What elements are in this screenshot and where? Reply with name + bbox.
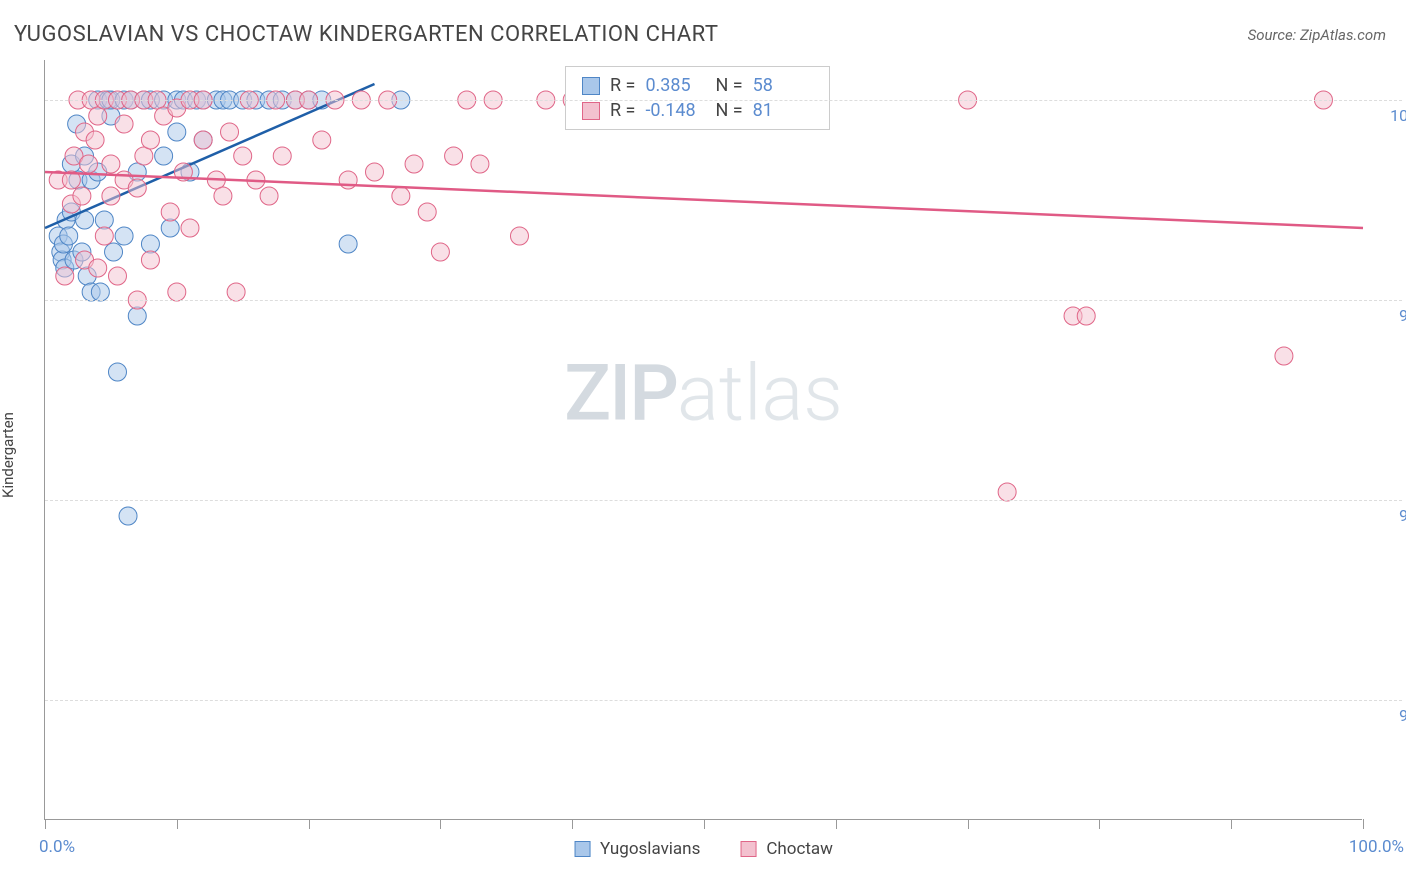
scatter-point <box>105 243 123 261</box>
scatter-point <box>392 187 410 205</box>
x-tick <box>1099 819 1100 829</box>
x-tick <box>968 819 969 829</box>
scatter-point <box>91 283 109 301</box>
legend-swatch <box>574 841 590 857</box>
x-axis-max-label: 100.0% <box>1349 837 1404 857</box>
stats-row: R = -0.148 N = 81 <box>582 98 813 123</box>
scatter-point <box>168 123 186 141</box>
scatter-point <box>56 267 74 285</box>
scatter-point <box>1275 347 1293 365</box>
scatter-point <box>86 131 104 149</box>
scatter-point <box>445 147 463 165</box>
scatter-point <box>234 147 252 165</box>
scatter-point <box>95 227 113 245</box>
y-tick-label: 92.5% <box>1372 706 1406 725</box>
gridline <box>45 500 1402 501</box>
x-tick <box>1231 819 1232 829</box>
y-axis-label: Kindergarten <box>0 412 17 498</box>
scatter-point <box>89 107 107 125</box>
scatter-point <box>108 363 126 381</box>
stats-row: R = 0.385 N = 58 <box>582 73 813 98</box>
scatter-point <box>60 227 78 245</box>
stats-swatch <box>582 102 600 120</box>
scatter-point <box>471 155 489 173</box>
scatter-point <box>510 227 528 245</box>
x-tick <box>440 819 441 829</box>
scatter-point <box>313 131 331 149</box>
stats-swatch <box>582 77 600 95</box>
scatter-point <box>161 219 179 237</box>
legend-label: Choctaw <box>766 839 833 859</box>
scatter-point <box>227 283 245 301</box>
scatter-point <box>79 155 97 173</box>
stats-n-value: 58 <box>753 75 813 96</box>
gridline <box>45 100 1402 101</box>
stats-r-label: R = <box>610 100 635 121</box>
scatter-point <box>102 155 120 173</box>
scatter-point <box>128 307 146 325</box>
scatter-point <box>418 203 436 221</box>
scatter-point <box>161 203 179 221</box>
scatter-point <box>89 259 107 277</box>
trend-line <box>45 172 1363 228</box>
scatter-point <box>181 219 199 237</box>
scatter-point <box>115 227 133 245</box>
scatter-point <box>141 235 159 253</box>
scatter-point <box>95 211 113 229</box>
scatter-point <box>1077 307 1095 325</box>
scatter-svg <box>45 60 1362 819</box>
chart-source: Source: ZipAtlas.com <box>1248 26 1386 44</box>
chart-plot-area: ZIPatlas R =0.385N =58R =-0.148N =81 0.0… <box>44 60 1362 820</box>
chart-title: YUGOSLAVIAN VS CHOCTAW KINDERGARTEN CORR… <box>14 22 719 47</box>
scatter-point <box>141 251 159 269</box>
x-tick <box>309 819 310 829</box>
x-tick <box>572 819 573 829</box>
stats-n-label: N = <box>715 75 742 96</box>
gridline <box>45 700 1402 701</box>
scatter-point <box>115 115 133 133</box>
stats-r-value: 0.385 <box>645 75 705 96</box>
x-tick <box>45 819 46 829</box>
stats-r-label: R = <box>610 75 635 96</box>
scatter-point <box>214 187 232 205</box>
scatter-point <box>168 283 186 301</box>
legend-item: Choctaw <box>740 839 833 859</box>
y-tick-label: 100.0% <box>1372 106 1406 125</box>
scatter-point <box>128 179 146 197</box>
x-tick <box>177 819 178 829</box>
legend-item: Yugoslavians <box>574 839 700 859</box>
legend-swatch <box>740 841 756 857</box>
x-tick <box>836 819 837 829</box>
scatter-point <box>141 131 159 149</box>
scatter-point <box>155 147 173 165</box>
chart-header: YUGOSLAVIAN VS CHOCTAW KINDERGARTEN CORR… <box>0 0 1406 57</box>
scatter-point <box>998 483 1016 501</box>
scatter-point <box>194 131 212 149</box>
scatter-point <box>405 155 423 173</box>
scatter-point <box>431 243 449 261</box>
scatter-point <box>366 163 384 181</box>
stats-legend-box: R = 0.385 N = 58 R = -0.148 N = 81 <box>565 66 830 130</box>
scatter-point <box>73 187 91 205</box>
gridline <box>45 300 1402 301</box>
y-tick-label: 97.5% <box>1372 306 1406 325</box>
scatter-point <box>260 187 278 205</box>
stats-n-value: 81 <box>753 100 813 121</box>
x-tick <box>704 819 705 829</box>
x-axis-min-label: 0.0% <box>39 837 75 857</box>
scatter-point <box>221 123 239 141</box>
y-tick-label: 95.0% <box>1372 506 1406 525</box>
x-tick <box>1363 819 1364 829</box>
stats-r-value: -0.148 <box>645 100 705 121</box>
scatter-point <box>135 147 153 165</box>
stats-n-label: N = <box>715 100 742 121</box>
legend-bottom: Yugoslavians Choctaw <box>574 839 833 859</box>
scatter-point <box>119 507 137 525</box>
scatter-point <box>339 235 357 253</box>
legend-label: Yugoslavians <box>600 839 700 859</box>
scatter-point <box>108 267 126 285</box>
scatter-point <box>273 147 291 165</box>
scatter-point <box>102 187 120 205</box>
